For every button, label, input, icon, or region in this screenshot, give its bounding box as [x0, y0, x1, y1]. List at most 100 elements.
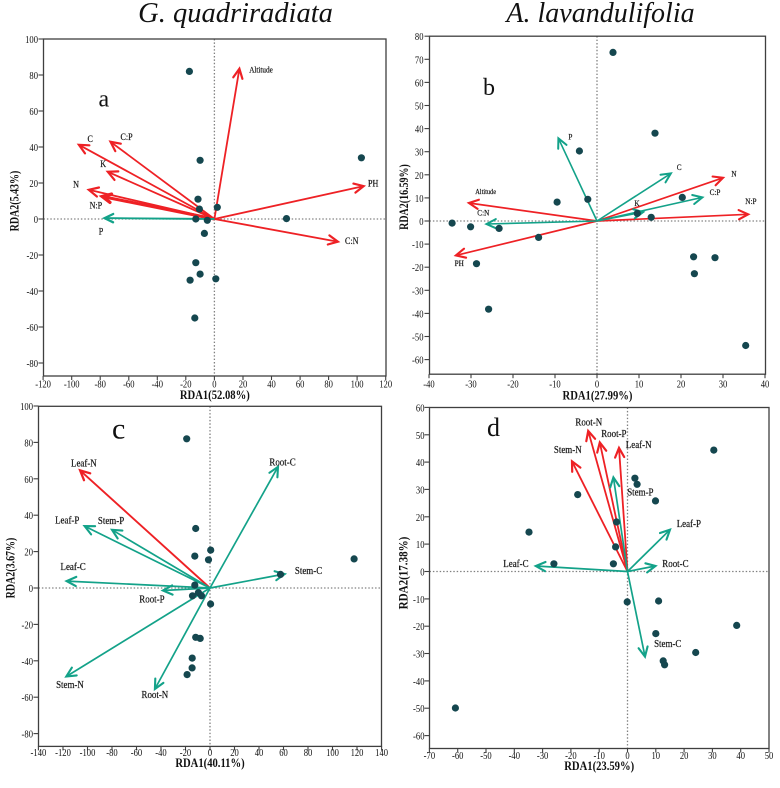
svg-text:K: K — [634, 198, 639, 208]
svg-text:80: 80 — [304, 747, 313, 759]
svg-text:Altitude: Altitude — [249, 65, 273, 75]
svg-text:N: N — [731, 169, 736, 179]
svg-text:60: 60 — [279, 747, 288, 759]
svg-text:40: 40 — [415, 124, 424, 136]
svg-text:20: 20 — [24, 547, 33, 559]
svg-text:RDA1(40.11%): RDA1(40.11%) — [175, 756, 244, 770]
svg-text:Root-P: Root-P — [139, 594, 165, 606]
svg-text:60: 60 — [24, 474, 33, 486]
svg-text:Leaf-C: Leaf-C — [61, 562, 86, 574]
svg-text:-80: -80 — [27, 358, 38, 370]
svg-text:40: 40 — [24, 510, 33, 522]
svg-text:-20: -20 — [180, 379, 191, 391]
svg-text:-30: -30 — [412, 285, 423, 297]
svg-text:C: C — [677, 163, 682, 173]
svg-text:30: 30 — [708, 750, 717, 762]
svg-text:Root-N: Root-N — [142, 689, 169, 701]
svg-text:-40: -40 — [155, 747, 166, 759]
svg-text:C:N: C:N — [477, 208, 489, 218]
svg-text:50: 50 — [416, 430, 425, 442]
svg-text:RDA1(27.99%): RDA1(27.99%) — [563, 389, 633, 403]
svg-text:-30: -30 — [465, 379, 476, 391]
svg-text:0: 0 — [212, 379, 216, 391]
svg-text:140: 140 — [375, 747, 388, 759]
svg-text:40: 40 — [255, 747, 264, 759]
svg-text:Leaf-P: Leaf-P — [55, 515, 80, 527]
svg-text:-60: -60 — [131, 747, 142, 759]
svg-text:Leaf-C: Leaf-C — [503, 558, 528, 570]
svg-text:-30: -30 — [537, 750, 548, 762]
svg-text:80: 80 — [324, 379, 333, 391]
svg-text:Stem-P: Stem-P — [627, 487, 654, 499]
svg-text:RDA1(52.08%): RDA1(52.08%) — [180, 388, 250, 402]
svg-text:PH: PH — [455, 258, 465, 268]
svg-text:20: 20 — [680, 750, 689, 762]
svg-text:Altitude: Altitude — [475, 188, 496, 197]
svg-text:C:P: C:P — [710, 187, 721, 197]
svg-text:N:P: N:P — [745, 196, 757, 206]
svg-text:RDA2(5.43%): RDA2(5.43%) — [9, 170, 22, 231]
svg-text:40: 40 — [761, 379, 770, 391]
svg-text:N:P: N:P — [90, 200, 103, 211]
svg-text:-20: -20 — [22, 619, 33, 631]
svg-text:80: 80 — [415, 31, 424, 43]
svg-text:-80: -80 — [94, 379, 105, 391]
svg-text:40: 40 — [29, 142, 38, 154]
svg-text:-10: -10 — [413, 594, 424, 606]
svg-text:-70: -70 — [424, 750, 435, 762]
svg-text:80: 80 — [24, 437, 33, 449]
svg-text:P: P — [99, 226, 104, 237]
svg-text:Stem-N: Stem-N — [56, 679, 84, 691]
svg-text:-50: -50 — [412, 332, 423, 344]
svg-text:60: 60 — [29, 106, 38, 118]
svg-text:-120: -120 — [55, 747, 71, 759]
svg-text:30: 30 — [415, 147, 424, 159]
svg-text:0: 0 — [595, 379, 599, 391]
svg-text:-40: -40 — [22, 656, 33, 668]
svg-text:-10: -10 — [412, 239, 423, 251]
svg-text:-80: -80 — [22, 729, 33, 741]
svg-text:10: 10 — [652, 750, 661, 762]
svg-text:20: 20 — [239, 379, 248, 391]
svg-text:G. quadriradiata: G. quadriradiata — [138, 0, 333, 29]
svg-text:-20: -20 — [27, 250, 38, 262]
svg-text:20: 20 — [230, 747, 239, 759]
svg-text:120: 120 — [351, 747, 364, 759]
svg-text:-60: -60 — [413, 731, 424, 743]
svg-text:-100: -100 — [80, 747, 96, 759]
svg-text:100: 100 — [326, 747, 339, 759]
svg-text:K: K — [100, 159, 106, 170]
svg-text:Root-P: Root-P — [601, 428, 627, 440]
svg-text:-20: -20 — [565, 750, 576, 762]
svg-text:Root-N: Root-N — [575, 417, 602, 429]
svg-text:Leaf-P: Leaf-P — [677, 518, 702, 530]
svg-text:120: 120 — [379, 379, 392, 391]
svg-text:-20: -20 — [180, 747, 191, 759]
svg-text:0: 0 — [419, 216, 423, 228]
svg-text:Stem-C: Stem-C — [654, 638, 681, 650]
svg-text:60: 60 — [415, 77, 424, 89]
svg-text:100: 100 — [351, 379, 364, 391]
svg-text:50: 50 — [415, 101, 424, 113]
svg-text:b: b — [483, 75, 495, 101]
svg-text:-60: -60 — [452, 750, 463, 762]
svg-text:30: 30 — [719, 379, 728, 391]
svg-text:-30: -30 — [413, 649, 424, 661]
svg-text:Stem-C: Stem-C — [295, 565, 322, 577]
svg-text:PH: PH — [368, 178, 379, 189]
svg-text:60: 60 — [296, 379, 305, 391]
svg-text:10: 10 — [416, 539, 425, 551]
svg-text:-60: -60 — [22, 692, 33, 704]
svg-text:40: 40 — [736, 750, 745, 762]
svg-text:-60: -60 — [27, 322, 38, 334]
svg-text:Root-C: Root-C — [269, 457, 295, 469]
svg-text:50: 50 — [765, 750, 774, 762]
svg-text:-60: -60 — [123, 379, 134, 391]
svg-text:Stem-N: Stem-N — [554, 444, 582, 456]
svg-text:30: 30 — [416, 484, 425, 496]
svg-text:-40: -40 — [423, 379, 434, 391]
svg-text:-20: -20 — [507, 379, 518, 391]
svg-text:10: 10 — [415, 193, 424, 205]
svg-text:-20: -20 — [412, 262, 423, 274]
svg-text:20: 20 — [677, 379, 686, 391]
